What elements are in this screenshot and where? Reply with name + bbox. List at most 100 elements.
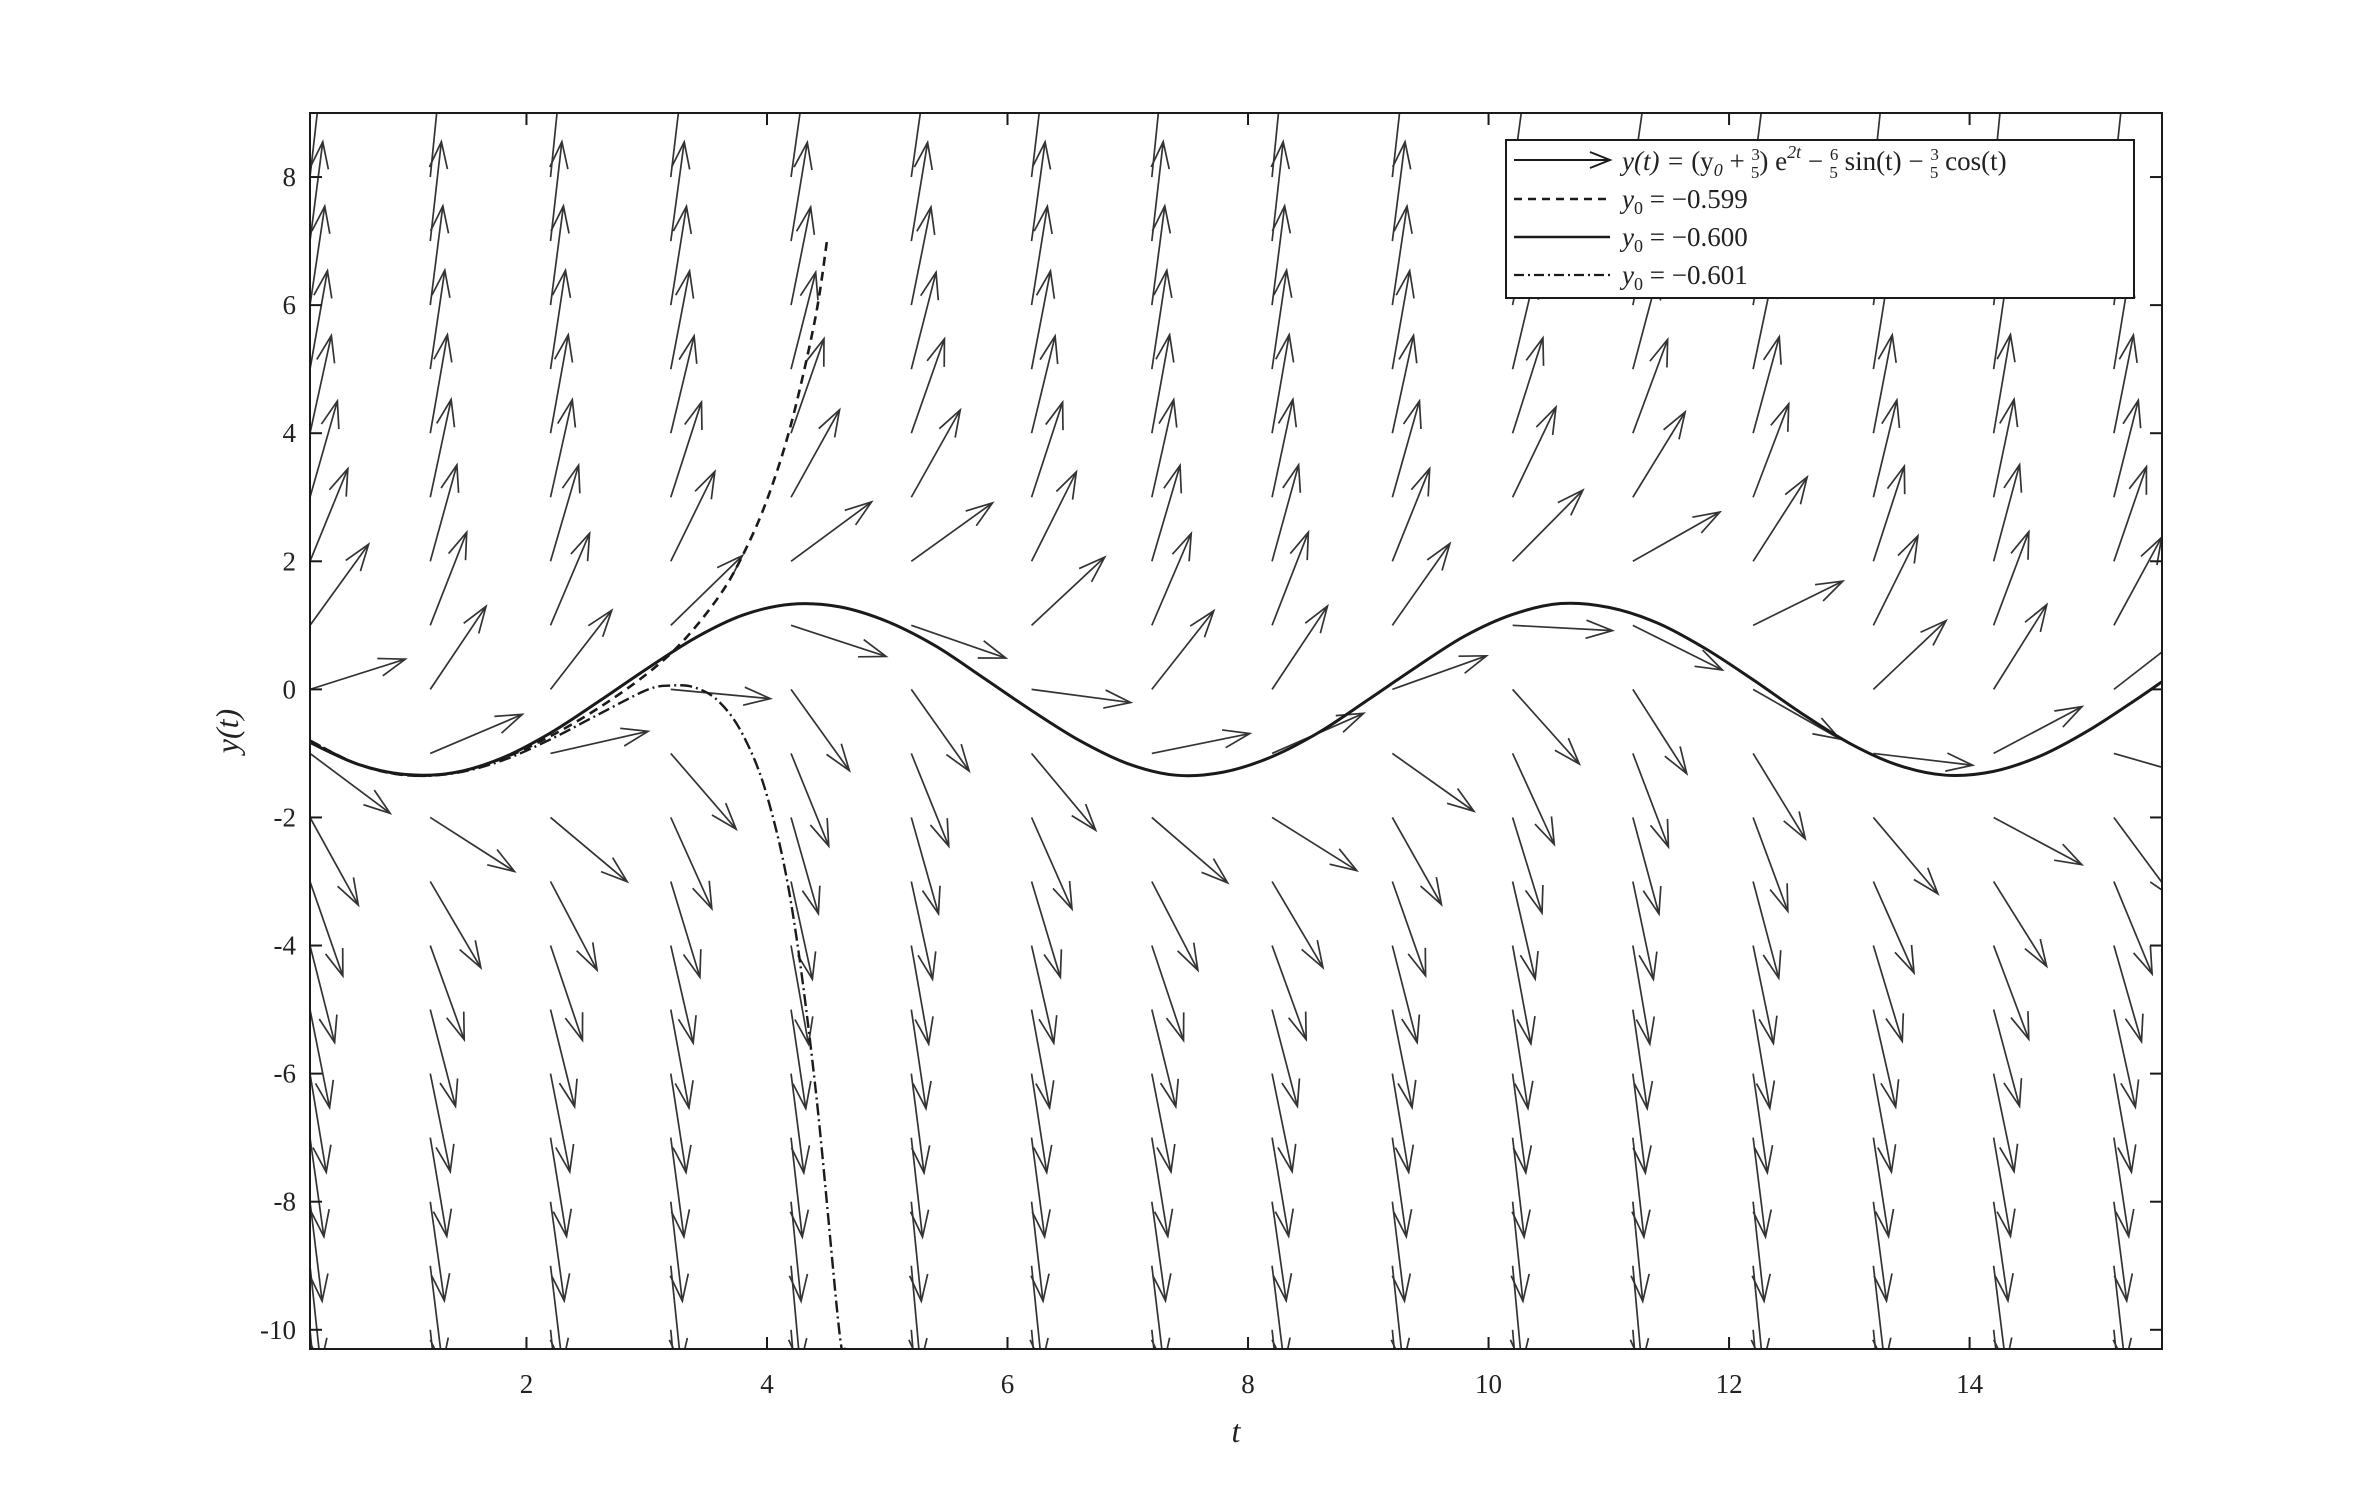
direction-arrow: [1271, 332, 1295, 434]
direction-arrow: [670, 469, 717, 562]
direction-arrow: [1150, 332, 1175, 434]
direction-arrow: [1150, 1201, 1172, 1304]
direction-arrow: [1392, 654, 1490, 691]
legend-entry-y0-0599: y0 = −0.599: [1514, 184, 1748, 218]
direction-arrow: [549, 462, 581, 562]
direction-arrow: [2113, 332, 2138, 434]
direction-arrow: [1271, 267, 1293, 370]
direction-arrow: [429, 945, 466, 1043]
direction-arrow: [1391, 1009, 1417, 1111]
direction-arrow: [310, 1201, 329, 1304]
direction-arrow: [1752, 881, 1782, 981]
direction-arrow: [790, 1009, 812, 1112]
direction-arrow: [1752, 1137, 1773, 1240]
direction-arrow: [1030, 469, 1078, 562]
direction-arrow: [669, 1009, 694, 1111]
direction-arrow: [549, 203, 570, 306]
direction-arrow: [1391, 113, 1401, 178]
direction-arrow: [1632, 753, 1670, 850]
direction-arrow: [1632, 409, 1687, 498]
direction-arrow: [1391, 1073, 1415, 1175]
direction-arrow: [1993, 816, 2085, 866]
direction-arrow: [1271, 462, 1302, 562]
direction-arrow: [1992, 1137, 2016, 1239]
direction-arrow: [1031, 688, 1134, 709]
direction-arrow: [1873, 752, 1976, 772]
direction-arrow: [1391, 1201, 1412, 1304]
direction-arrow: [1391, 203, 1413, 306]
direction-arrow: [1992, 396, 2019, 498]
direction-arrow: [790, 336, 825, 434]
direction-arrow: [1030, 1201, 1050, 1304]
direction-arrow: [1030, 881, 1063, 980]
direction-arrow: [429, 1329, 434, 1349]
direction-arrow: [1632, 624, 1725, 672]
direction-arrow: [310, 203, 331, 306]
direction-arrow: [790, 500, 874, 562]
direction-arrow: [1992, 332, 2016, 434]
direction-arrow: [1872, 618, 1948, 690]
direction-arrow: [429, 1073, 455, 1175]
direction-arrow: [1150, 397, 1178, 498]
direction-arrow: [1030, 555, 1107, 626]
direction-arrow: [1872, 463, 1906, 562]
direction-arrow: [429, 203, 450, 306]
direction-arrow: [2113, 650, 2162, 691]
direction-arrow: [429, 1265, 450, 1349]
direction-arrow: [549, 139, 569, 242]
direction-arrow: [1993, 705, 2085, 755]
legend-arrowhead: [1589, 151, 1613, 169]
direction-arrow: [310, 332, 336, 434]
direction-arrow: [1271, 1137, 1295, 1239]
direction-arrow: [549, 608, 614, 690]
direction-arrow: [1992, 462, 2023, 562]
direction-arrow: [1872, 881, 1916, 976]
direction-arrow: [549, 113, 558, 178]
direction-arrow: [1752, 579, 1846, 627]
direction-arrow: [669, 399, 703, 498]
direction-arrow: [549, 1329, 554, 1349]
direction-arrow: [670, 817, 713, 912]
direction-arrow: [1391, 466, 1431, 562]
direction-arrow: [1150, 267, 1173, 370]
direction-arrow: [1631, 1137, 1651, 1240]
direction-arrow: [910, 269, 940, 370]
direction-arrow: [1511, 1137, 1531, 1240]
direction-arrow: [549, 1137, 573, 1239]
y-axis-label: y(t): [209, 709, 245, 756]
direction-arrow: [910, 1009, 932, 1112]
direction-arrow: [790, 753, 830, 849]
direction-arrow: [310, 1009, 335, 1111]
direction-arrow: [1752, 752, 1807, 841]
y-tick-label: -6: [274, 1059, 297, 1089]
direction-arrow: [910, 407, 962, 498]
direction-arrow: [669, 1073, 692, 1176]
direction-arrow: [1752, 817, 1789, 914]
direction-arrow: [428, 139, 449, 242]
direction-arrow: [1271, 1329, 1276, 1349]
x-axis-label: t: [1232, 1413, 1242, 1449]
direction-arrow: [2113, 397, 2142, 498]
direction-arrow: [1752, 401, 1790, 498]
direction-arrow: [1511, 404, 1558, 498]
direction-arrow: [310, 398, 340, 498]
direction-arrow: [1751, 1201, 1772, 1304]
direction-arrow: [1391, 1137, 1413, 1240]
legend-label-y0-0599: y0 = −0.599: [1619, 184, 1748, 218]
direction-arrow: [669, 945, 697, 1046]
x-axis-ticks: 2 4 6 8 10 12 14: [520, 113, 1984, 1399]
direction-arrow: [429, 396, 456, 498]
direction-arrow: [1271, 1073, 1297, 1175]
direction-arrow: [1511, 1009, 1534, 1111]
direction-arrow: [1150, 1137, 1174, 1239]
legend-entry-y0-0601: y0 = −0.601: [1514, 260, 1748, 294]
direction-arrow: [910, 753, 950, 849]
direction-arrow: [1151, 462, 1183, 562]
direction-arrow: [549, 530, 591, 626]
direction-arrow: [790, 113, 801, 178]
direction-arrow: [429, 332, 453, 434]
direction-arrow: [1632, 1073, 1652, 1176]
direction-arrow: [2113, 881, 2154, 977]
